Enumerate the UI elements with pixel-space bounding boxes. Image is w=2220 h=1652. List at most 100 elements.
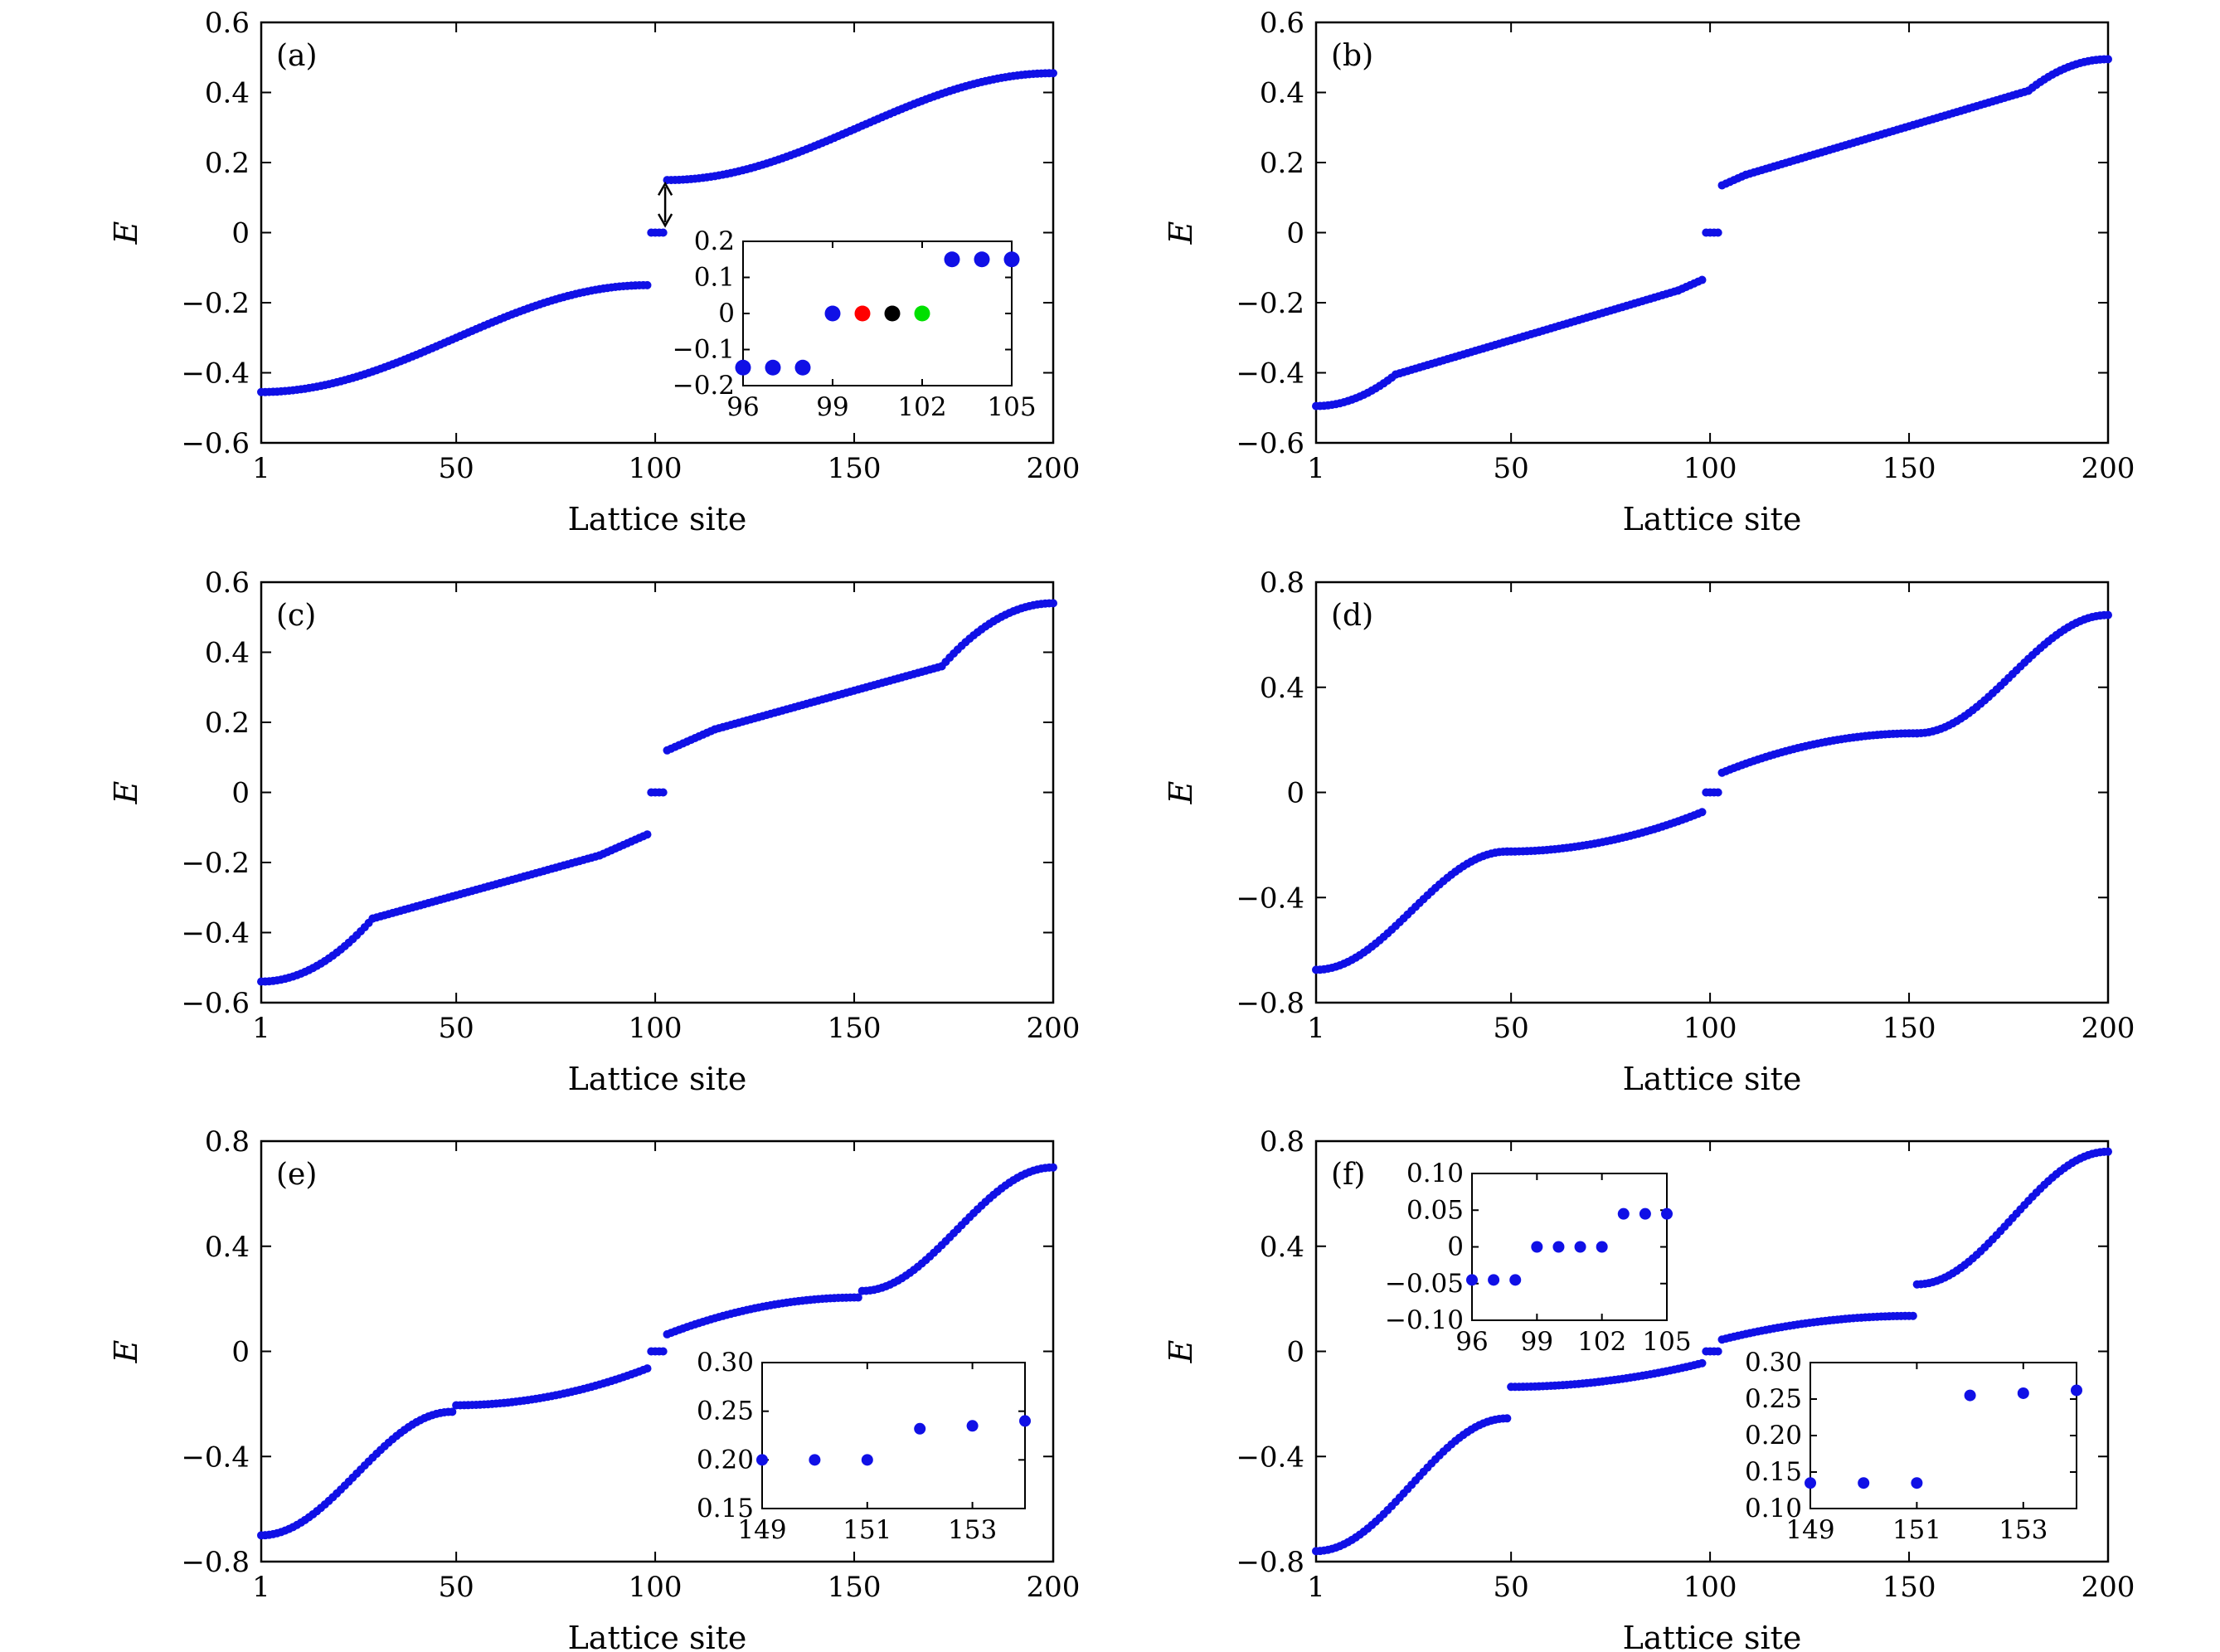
y-tick-label: 0.2	[205, 147, 250, 180]
inset-data-point	[1488, 1274, 1500, 1286]
inset-data-point	[1552, 1241, 1565, 1253]
panel-tag: (f)	[1331, 1158, 1365, 1192]
inset-x-tick-label: 102	[1577, 1327, 1626, 1357]
inset-x-tick-label: 151	[843, 1515, 891, 1545]
x-axis-title: Lattice site	[1623, 1620, 1802, 1652]
inset-x-tick-label: 105	[1642, 1327, 1691, 1357]
inset-x-tick-label: 149	[737, 1515, 786, 1545]
x-tick-label: 50	[439, 452, 474, 485]
panel-tag: (a)	[276, 39, 318, 73]
inset-y-tick-label: 0.10	[1745, 1494, 1802, 1523]
data-point	[1698, 275, 1707, 284]
inset-y-tick-label: 0	[718, 299, 735, 328]
y-tick-label: −0.4	[1236, 882, 1304, 915]
inset-data-point	[1509, 1274, 1522, 1286]
inset-y-tick-label: 0.30	[1745, 1348, 1802, 1377]
data-point	[1503, 1414, 1512, 1423]
x-tick-label: 150	[1882, 1012, 1936, 1045]
series-points	[257, 69, 1057, 396]
inset-a: 96 99 102 105 −0.2 −0.1 0 0.1 0.2	[673, 226, 1037, 422]
data-point	[658, 788, 668, 797]
y-tick-label: −0.2	[181, 287, 250, 320]
data-point	[1698, 1358, 1707, 1368]
x-tick-label: 1	[1307, 1571, 1325, 1604]
inset-y-tick-label: 0.2	[694, 226, 735, 256]
y-tick-label: 0	[231, 1336, 250, 1369]
data-point	[1713, 228, 1722, 237]
data-point	[1049, 69, 1057, 78]
panel-tag: (e)	[276, 1158, 317, 1192]
y-tick-label: 0.4	[205, 1231, 250, 1264]
inset-data-point	[794, 359, 811, 376]
inset-data-point	[966, 1420, 979, 1432]
inset-y-tick-label: 0.25	[697, 1397, 754, 1426]
inset-x-tick-label: 102	[897, 392, 946, 422]
x-tick-label: 150	[828, 1571, 882, 1604]
y-tick-label: −0.6	[1236, 427, 1304, 460]
y-axis-title: E	[108, 221, 144, 245]
x-tick-label: 200	[1027, 1012, 1081, 1045]
x-axis-title: Lattice site	[1623, 501, 1802, 537]
y-tick-label: 0.6	[205, 7, 250, 40]
inset-data-point	[824, 305, 841, 322]
series-points	[1312, 55, 2112, 411]
x-tick-label: 1	[1307, 1012, 1325, 1045]
data-point	[658, 228, 668, 237]
y-tick-label: 0	[1286, 777, 1304, 810]
y-tick-label: 0	[1286, 1336, 1304, 1369]
x-tick-label: 1	[252, 1571, 270, 1604]
data-point	[853, 1293, 862, 1302]
x-tick-label: 50	[439, 1571, 474, 1604]
x-tick-label: 200	[2082, 452, 2135, 485]
inset-data-point	[884, 305, 901, 322]
y-tick-label: −0.4	[181, 917, 250, 950]
x-tick-label: 100	[629, 1012, 683, 1045]
inset-data-point	[1661, 1207, 1673, 1220]
y-tick-label: 0.4	[1260, 1231, 1304, 1264]
inset-y-tick-label: −0.2	[673, 371, 735, 401]
inset-data-point	[1639, 1207, 1651, 1220]
panel-tag: (c)	[276, 599, 316, 633]
inset-e: 149 151 153 0.15 0.20 0.25 0.30	[697, 1348, 1031, 1545]
x-tick-label: 50	[1494, 1571, 1529, 1604]
x-tick-label: 50	[439, 1012, 474, 1045]
y-tick-label: 0.2	[1260, 147, 1304, 180]
y-tick-label: 0.4	[205, 637, 250, 670]
y-tick-label: −0.4	[1236, 1441, 1304, 1474]
data-point	[1908, 1311, 1917, 1320]
x-tick-label: 150	[1882, 452, 1936, 485]
inset-y-tick-label: 0.25	[1745, 1384, 1802, 1414]
y-tick-label: 0.8	[1260, 566, 1304, 600]
y-tick-label: −0.8	[1236, 1546, 1304, 1579]
y-tick-label: 0.6	[1260, 7, 1304, 40]
x-tick-label: 100	[629, 1571, 683, 1604]
x-axis-title: Lattice site	[568, 1620, 747, 1652]
inset-x-tick-label: 105	[987, 392, 1036, 422]
data-point	[1713, 788, 1722, 797]
data-point	[658, 1347, 668, 1356]
inset-data-point	[1574, 1241, 1586, 1253]
y-tick-label: −0.6	[181, 987, 250, 1020]
inset-data-point	[1617, 1207, 1630, 1220]
inset-x-tick-label: 99	[816, 392, 848, 422]
x-tick-label: 200	[2082, 1571, 2135, 1604]
gap-arrow-head-down	[658, 213, 673, 228]
inset-y-tick-label: −0.1	[673, 335, 735, 365]
inset-y-tick-label: 0	[1447, 1232, 1464, 1262]
inset-y-tick-label: 0.1	[694, 263, 735, 293]
data-point	[643, 280, 652, 289]
inset-y-tick-label: 0.15	[697, 1494, 754, 1523]
x-tick-label: 150	[1882, 1571, 1936, 1604]
y-tick-label: −0.4	[1236, 357, 1304, 391]
y-tick-label: 0.6	[205, 566, 250, 600]
inset-y-tick-label: 0.10	[1406, 1159, 1464, 1188]
y-axis-title: E	[1163, 780, 1199, 804]
data-point	[643, 1364, 652, 1373]
inset-data-point	[1466, 1274, 1478, 1286]
inset-x-tick-label: 149	[1785, 1515, 1834, 1545]
data-point	[2104, 55, 2112, 64]
y-tick-label: −0.2	[1236, 287, 1304, 320]
inset-background	[1472, 1173, 1667, 1320]
panel-a: 1 50 100 150 200−0.6−0.4−0.200.20.40.6Lattic…	[108, 7, 1080, 537]
